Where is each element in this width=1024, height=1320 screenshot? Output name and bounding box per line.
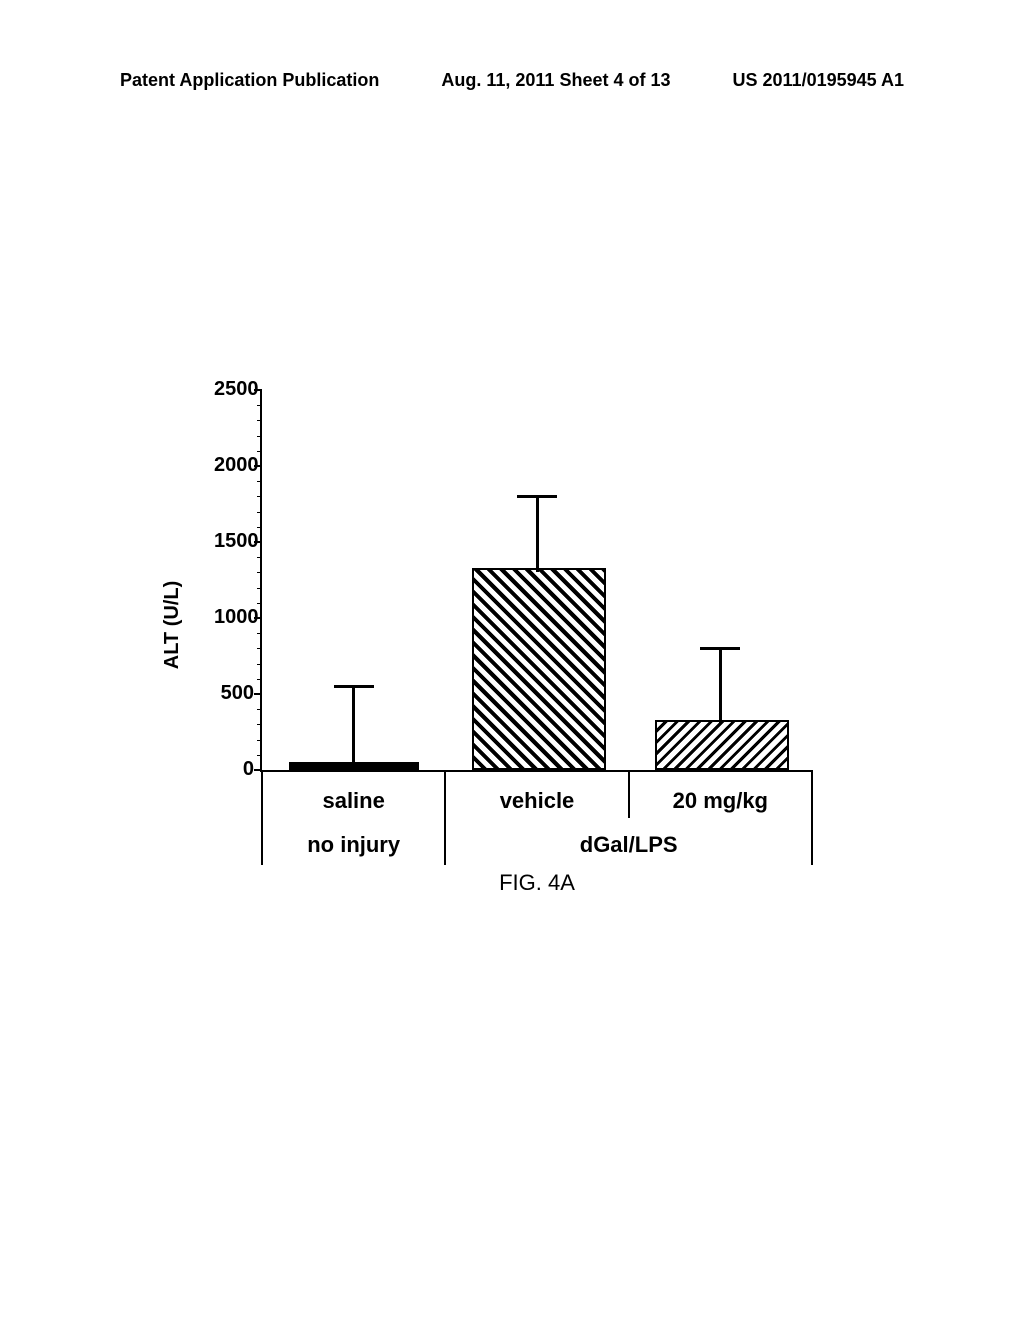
x-sublabel-dgal-lps: dGal/LPS bbox=[445, 832, 812, 858]
header-center: Aug. 11, 2011 Sheet 4 of 13 bbox=[441, 70, 670, 91]
bar-vehicle bbox=[472, 568, 606, 770]
plot-area: 05001000150020002500salinevehicle20 mg/k… bbox=[260, 390, 812, 772]
error-bar bbox=[719, 648, 722, 724]
y-tick-minor bbox=[257, 436, 262, 437]
y-tick-label: 500 bbox=[214, 682, 254, 705]
y-tick-minor bbox=[257, 709, 262, 710]
x-category-label: vehicle bbox=[445, 788, 628, 814]
x-category-label: saline bbox=[262, 788, 445, 814]
y-tick-mark bbox=[254, 693, 262, 695]
y-tick-minor bbox=[257, 633, 262, 634]
y-tick-minor bbox=[257, 405, 262, 406]
y-tick-label: 1000 bbox=[214, 606, 254, 629]
y-tick-label: 2500 bbox=[214, 378, 254, 401]
y-tick-minor bbox=[257, 740, 262, 741]
y-tick-label: 2000 bbox=[214, 454, 254, 477]
error-cap bbox=[334, 685, 374, 688]
y-tick-minor bbox=[257, 420, 262, 421]
y-axis-label: ALT (U/L) bbox=[161, 581, 184, 670]
y-tick-mark bbox=[254, 617, 262, 619]
bar-20-mg-kg bbox=[655, 720, 789, 770]
error-cap bbox=[517, 495, 557, 498]
y-tick-minor bbox=[257, 755, 262, 756]
y-tick-minor bbox=[257, 724, 262, 725]
error-cap bbox=[700, 647, 740, 650]
y-tick-minor bbox=[257, 557, 262, 558]
header-right: US 2011/0195945 A1 bbox=[733, 70, 904, 91]
error-bar bbox=[352, 686, 355, 762]
y-tick-minor bbox=[257, 664, 262, 665]
figure-label: FIG. 4A bbox=[262, 870, 812, 896]
y-tick-minor bbox=[257, 451, 262, 452]
y-tick-minor bbox=[257, 679, 262, 680]
x-divider bbox=[628, 770, 630, 818]
y-tick-minor bbox=[257, 588, 262, 589]
y-tick-minor bbox=[257, 572, 262, 573]
y-tick-label: 0 bbox=[214, 758, 254, 781]
y-tick-minor bbox=[257, 527, 262, 528]
error-bar bbox=[536, 496, 539, 572]
y-tick-minor bbox=[257, 648, 262, 649]
y-tick-minor bbox=[257, 603, 262, 604]
y-tick-minor bbox=[257, 481, 262, 482]
y-tick-minor bbox=[257, 496, 262, 497]
y-tick-label: 1500 bbox=[214, 530, 254, 553]
y-tick-mark bbox=[254, 465, 262, 467]
y-tick-mark bbox=[254, 541, 262, 543]
y-tick-mark bbox=[254, 389, 262, 391]
bar-saline bbox=[289, 762, 419, 770]
x-sublabel-no-injury: no injury bbox=[262, 832, 445, 858]
x-category-label: 20 mg/kg bbox=[629, 788, 812, 814]
y-tick-minor bbox=[257, 512, 262, 513]
header-left: Patent Application Publication bbox=[120, 70, 379, 91]
bar-chart: ALT (U/L) 05001000150020002500salinevehi… bbox=[190, 390, 810, 860]
